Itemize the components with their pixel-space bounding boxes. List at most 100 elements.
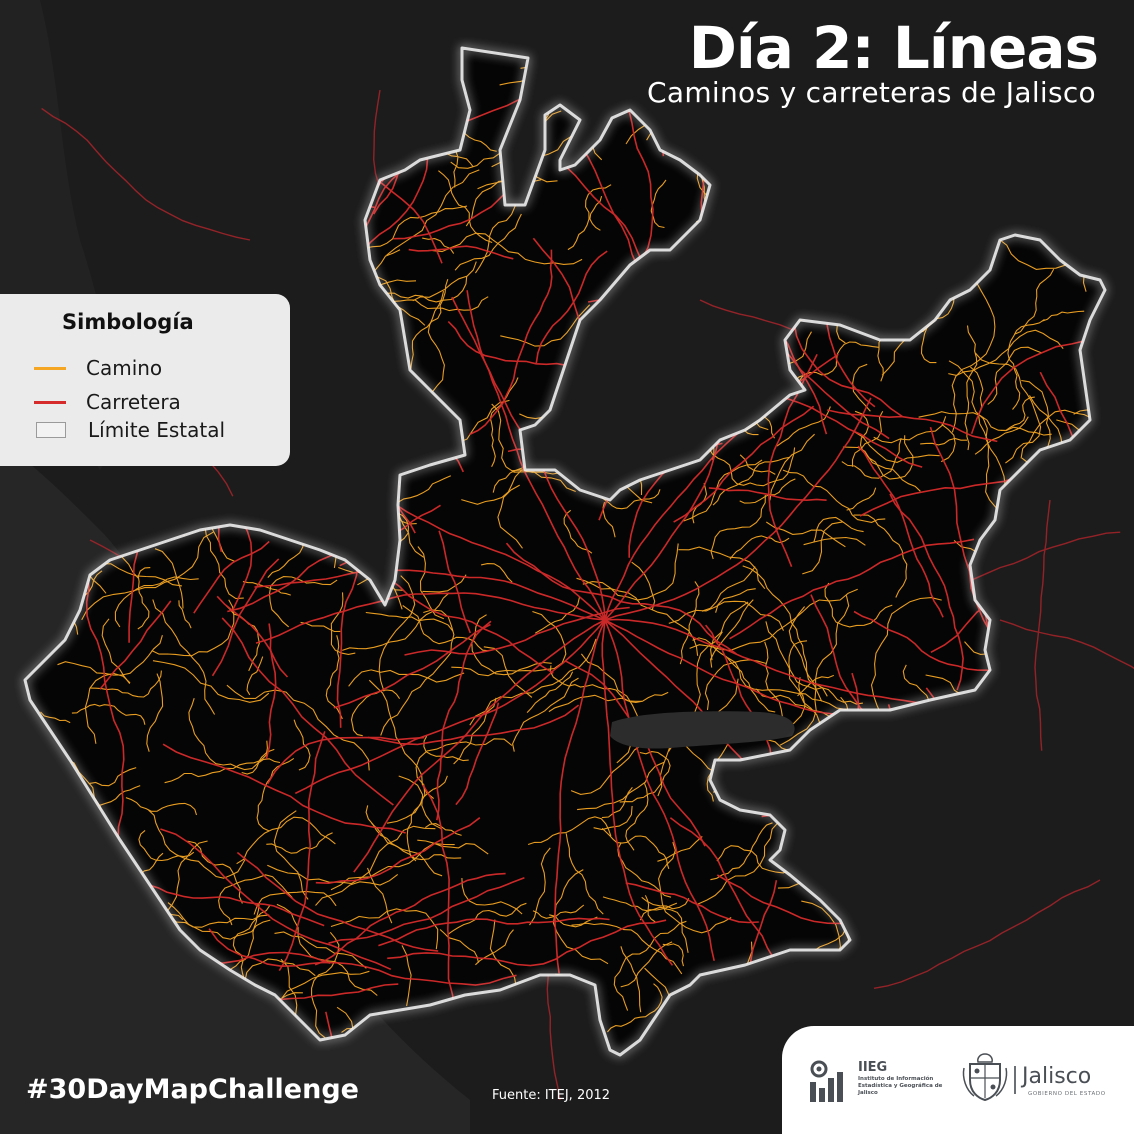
camino-line xyxy=(715,588,756,613)
carretera-line xyxy=(408,245,514,260)
camino-line xyxy=(841,437,902,479)
camino-line xyxy=(853,514,908,598)
legend-item-limite: Límite Estatal xyxy=(34,418,225,442)
camino-line xyxy=(236,816,336,865)
camino-line xyxy=(846,487,877,511)
camino-line xyxy=(565,833,604,915)
camino-line xyxy=(567,184,612,251)
map-subtitle: Caminos y carreteras de Jalisco xyxy=(647,76,1096,109)
camino-line xyxy=(639,908,689,953)
carretera-line xyxy=(455,702,500,806)
camino-line xyxy=(512,677,579,752)
outer-road-line xyxy=(873,879,1101,989)
camino-line xyxy=(602,896,678,912)
carretera-line xyxy=(336,547,360,728)
camino-line xyxy=(788,640,863,705)
carretera-line xyxy=(216,595,289,678)
camino-line xyxy=(342,592,450,651)
camino-line xyxy=(151,599,235,657)
camino-line xyxy=(148,809,247,879)
camino-line xyxy=(593,805,633,831)
camino-line xyxy=(678,546,766,590)
carretera-line xyxy=(294,619,606,795)
camino-line xyxy=(125,797,198,816)
carretera-line xyxy=(447,320,568,367)
camino-line xyxy=(606,983,663,1033)
carretera-line xyxy=(859,475,1020,517)
camino-line xyxy=(146,673,164,752)
camino-line xyxy=(601,786,633,819)
carretera-line xyxy=(404,606,630,656)
camino-line xyxy=(152,660,270,703)
legend-label-limite: Límite Estatal xyxy=(88,418,226,442)
camino-line xyxy=(689,588,858,652)
camino-line xyxy=(137,567,151,630)
camino-line xyxy=(613,920,687,1011)
camino-line xyxy=(710,599,754,668)
camino-line xyxy=(40,711,71,724)
camino-line xyxy=(406,775,448,862)
legend-label-carretera: Carretera xyxy=(86,390,181,414)
camino-line xyxy=(402,605,489,652)
camino-line xyxy=(974,416,1029,455)
camino-line xyxy=(940,423,956,463)
camino-line xyxy=(439,929,480,963)
camino-line xyxy=(802,521,843,575)
camino-line xyxy=(422,574,467,593)
camino-line xyxy=(114,576,199,628)
camino-line xyxy=(246,656,264,696)
camino-line xyxy=(84,672,131,744)
camino-line xyxy=(365,805,462,861)
camino-line xyxy=(273,810,309,900)
jalisco-subtitle: GOBIERNO DEL ESTADO xyxy=(1028,1091,1106,1097)
camino-line xyxy=(548,691,669,713)
outer-road-line xyxy=(999,619,1134,670)
camino-line xyxy=(300,621,341,633)
camino-line xyxy=(549,914,598,928)
camino-line xyxy=(461,877,523,915)
camino-line xyxy=(152,599,216,715)
camino-line xyxy=(475,929,514,966)
carretera-line xyxy=(604,618,952,707)
camino-line xyxy=(469,638,597,726)
camino-line xyxy=(1000,396,1035,431)
carretera-line xyxy=(333,623,491,709)
carretera-line xyxy=(378,917,610,947)
carretera-line xyxy=(208,928,517,986)
camino-line xyxy=(101,618,131,685)
camino-line xyxy=(81,531,214,621)
camino-line xyxy=(852,363,871,412)
camino-line xyxy=(1007,318,1045,410)
camino-line xyxy=(188,698,275,771)
camino-line xyxy=(708,447,796,487)
camino-line xyxy=(668,600,784,631)
map-title: Día 2: Líneas xyxy=(688,14,1099,82)
camino-line xyxy=(918,411,1052,436)
camino-line xyxy=(729,535,790,560)
carretera-line xyxy=(85,575,125,855)
camino-line xyxy=(679,581,700,665)
outer-road-line xyxy=(1034,499,1051,751)
camino-line xyxy=(348,669,465,687)
camino-line xyxy=(226,684,370,771)
camino-line xyxy=(712,456,791,506)
carretera-line xyxy=(362,568,554,674)
camino-line xyxy=(371,822,443,877)
camino-line xyxy=(461,466,538,505)
carretera-line xyxy=(278,731,326,972)
camino-line xyxy=(601,827,670,870)
camino-line xyxy=(178,600,192,629)
camino-line xyxy=(218,874,293,926)
carretera-line xyxy=(387,919,667,967)
legend-label-camino: Camino xyxy=(86,356,163,380)
camino-line xyxy=(527,816,612,846)
challenge-hashtag: #30DayMapChallenge xyxy=(26,1074,359,1105)
carretera-line xyxy=(353,619,606,873)
camino-line xyxy=(529,847,551,926)
camino-line xyxy=(386,169,480,256)
outer-road-line xyxy=(41,107,251,241)
jalisco-state-area xyxy=(25,48,1105,1055)
carretera-line xyxy=(99,600,172,690)
